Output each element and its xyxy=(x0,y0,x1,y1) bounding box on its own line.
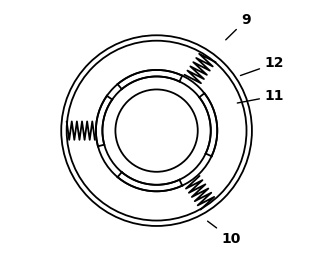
Text: 9: 9 xyxy=(226,13,251,40)
Text: 10: 10 xyxy=(208,221,241,246)
Text: 12: 12 xyxy=(240,57,284,76)
Text: 11: 11 xyxy=(237,89,284,103)
